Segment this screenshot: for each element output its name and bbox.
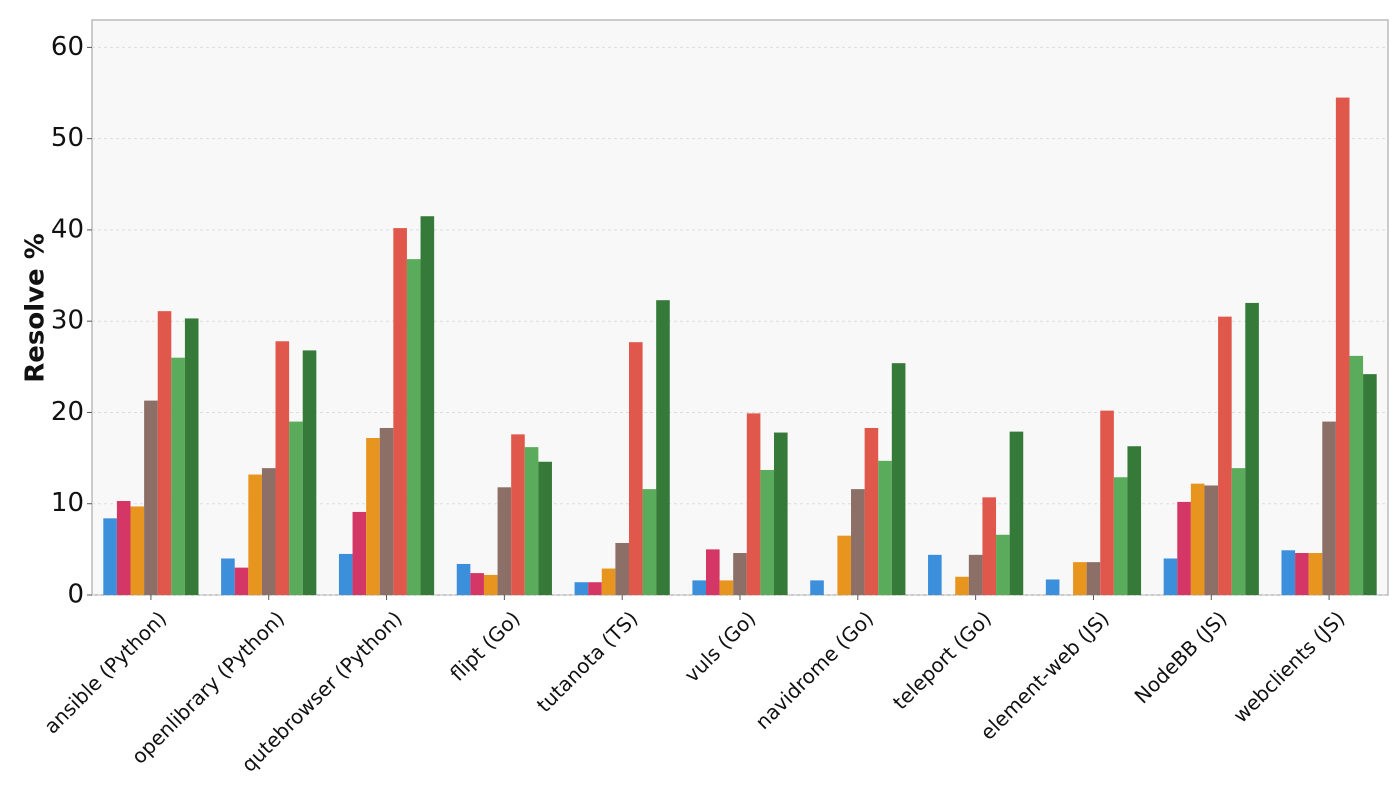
bar [483, 574, 498, 595]
x-tick-label: flipt (Go) [445, 606, 524, 685]
bar [878, 460, 892, 595]
bar [891, 363, 906, 595]
bar [1322, 421, 1336, 595]
bar [379, 427, 394, 595]
bar [1349, 355, 1364, 595]
bar [1045, 579, 1060, 595]
bar [746, 413, 761, 595]
bar [157, 311, 172, 595]
bar [221, 558, 235, 595]
bar [864, 427, 879, 595]
bar [656, 300, 670, 595]
x-tick-label: webclients (JS) [1228, 606, 1349, 727]
bar [184, 318, 199, 595]
y-tick-label: 20 [51, 397, 84, 427]
bar [588, 582, 602, 595]
bar [497, 487, 512, 595]
bar [706, 549, 720, 595]
bar [1281, 550, 1296, 595]
bar [1113, 477, 1128, 595]
bar [275, 341, 290, 595]
bar [719, 580, 734, 595]
bar [406, 259, 421, 595]
bar [456, 563, 471, 595]
x-tick-label: element-web (JS) [975, 606, 1113, 744]
bar [692, 580, 706, 595]
bar [601, 568, 616, 595]
bar [774, 432, 788, 595]
bar [1177, 501, 1191, 595]
bar [996, 534, 1010, 595]
bar [1295, 553, 1309, 595]
bar [248, 474, 262, 595]
x-tick-label: tutanota (TS) [532, 606, 643, 717]
bar [1086, 562, 1101, 595]
y-tick-label: 60 [51, 32, 84, 62]
bar [628, 342, 643, 595]
bar [1335, 97, 1350, 595]
bar [116, 500, 131, 595]
bar [289, 421, 303, 595]
x-tick-label: ansible (Python) [39, 606, 171, 738]
y-axis-label: Resolve % [21, 233, 51, 383]
y-tick-label: 50 [51, 123, 84, 153]
bar [810, 580, 824, 595]
bar [1073, 562, 1087, 595]
bar [1009, 431, 1024, 595]
bar [338, 553, 353, 595]
bar [968, 554, 983, 595]
bar [1245, 302, 1259, 595]
bar [851, 489, 865, 595]
x-tick-label: vuls (Go) [680, 606, 761, 687]
bar [352, 511, 367, 595]
bar [171, 357, 185, 595]
bar [524, 447, 539, 595]
bar [642, 489, 657, 595]
bar [1363, 374, 1377, 595]
bar [733, 553, 747, 595]
bar [103, 518, 117, 595]
bar [928, 554, 942, 595]
bar [470, 573, 484, 595]
y-tick-label: 10 [51, 488, 84, 518]
bar [1308, 553, 1323, 595]
bar [615, 542, 629, 595]
bar [1204, 485, 1219, 595]
bar [393, 228, 407, 595]
bar [1190, 483, 1205, 595]
bar [302, 350, 317, 595]
y-tick-label: 30 [51, 306, 84, 336]
x-tick-label: navidrome (Go) [750, 606, 878, 734]
bar [982, 497, 997, 595]
x-tick-label: teleport (Go) [888, 606, 996, 714]
bar [420, 216, 435, 595]
bar [1163, 558, 1178, 595]
bar [261, 468, 276, 595]
bar [1127, 446, 1142, 595]
bar [1100, 410, 1114, 595]
bar [837, 535, 852, 595]
bar [538, 461, 552, 595]
bar [511, 434, 525, 595]
bar [760, 469, 774, 595]
bar [955, 576, 969, 595]
bar [130, 506, 145, 595]
bar [1218, 316, 1232, 595]
y-tick-label: 0 [67, 580, 84, 610]
x-tick-label: NodeBB (JS) [1130, 606, 1232, 708]
bar [574, 582, 589, 595]
bar [234, 567, 249, 595]
bar [144, 400, 158, 595]
bar [366, 438, 380, 595]
bar [1231, 468, 1246, 595]
y-tick-label: 40 [51, 214, 84, 244]
